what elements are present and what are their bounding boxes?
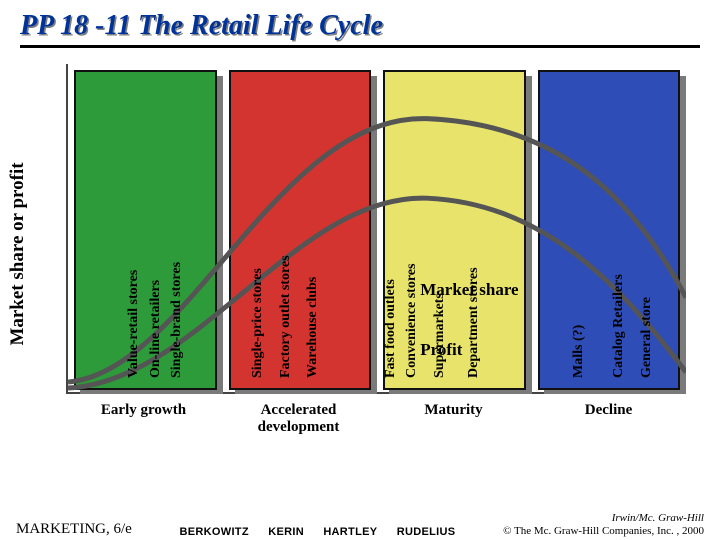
page-title: PP 18 -11 The Retail Life Cycle bbox=[20, 10, 700, 48]
stage-accelerated bbox=[229, 70, 372, 390]
retail-lifecycle-chart: Market share or profit Value-retail stor… bbox=[30, 64, 690, 444]
footer-left: MARKETING, 6/e bbox=[16, 521, 132, 538]
stage-decline bbox=[538, 70, 681, 390]
x-axis-labels: Early growth Accelerated development Mat… bbox=[66, 400, 686, 439]
x-label-accelerated: Accelerated development bbox=[221, 400, 376, 439]
y-axis-label: Market share or profit bbox=[7, 162, 29, 345]
stage-early-growth bbox=[74, 70, 217, 390]
x-label-early-growth: Early growth bbox=[66, 400, 221, 439]
footer: MARKETING, 6/e BERKOWITZ KERIN HARTLEY R… bbox=[0, 512, 720, 538]
x-label-decline: Decline bbox=[531, 400, 686, 439]
stage-maturity bbox=[383, 70, 526, 390]
x-label-maturity: Maturity bbox=[376, 400, 531, 439]
footer-right: Irwin/Mc. Graw-Hill © The Mc. Graw-Hill … bbox=[503, 512, 704, 538]
footer-authors: BERKOWITZ KERIN HARTLEY RUDELIUS bbox=[172, 526, 464, 538]
stage-backgrounds bbox=[68, 64, 686, 392]
plot-area: Value-retail storesOn-line retailersSing… bbox=[66, 64, 686, 394]
